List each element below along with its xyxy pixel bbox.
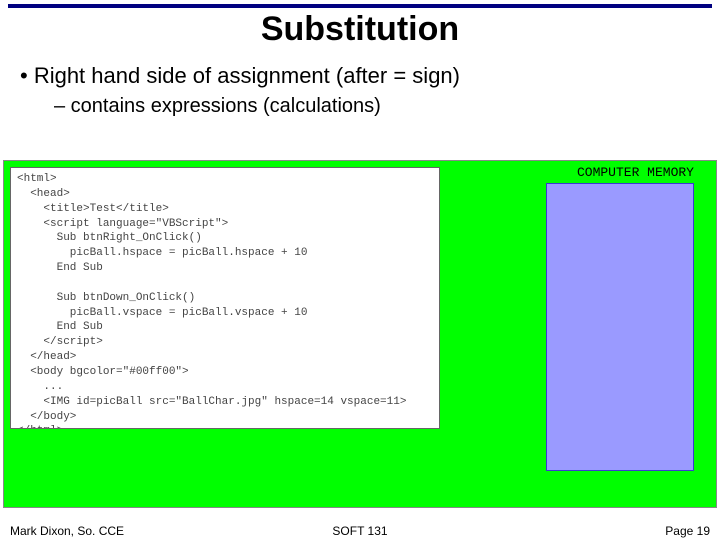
slide-title: Substitution: [0, 10, 720, 49]
example-panel: <html> <head> <title>Test</title> <scrip…: [3, 160, 717, 508]
footer-left: Mark Dixon, So. CCE: [10, 524, 124, 538]
footer-center: SOFT 131: [332, 524, 387, 538]
memory-box: [546, 183, 694, 471]
code-box: <html> <head> <title>Test</title> <scrip…: [10, 167, 440, 429]
footer: Mark Dixon, So. CCE SOFT 131 Page 19: [0, 524, 720, 538]
top-rule: [8, 4, 712, 8]
bullet-main: • Right hand side of assignment (after =…: [20, 63, 720, 89]
memory-label: COMPUTER MEMORY: [577, 165, 694, 180]
bullet-sub: – contains expressions (calculations): [54, 95, 720, 118]
footer-right: Page 19: [665, 524, 710, 538]
